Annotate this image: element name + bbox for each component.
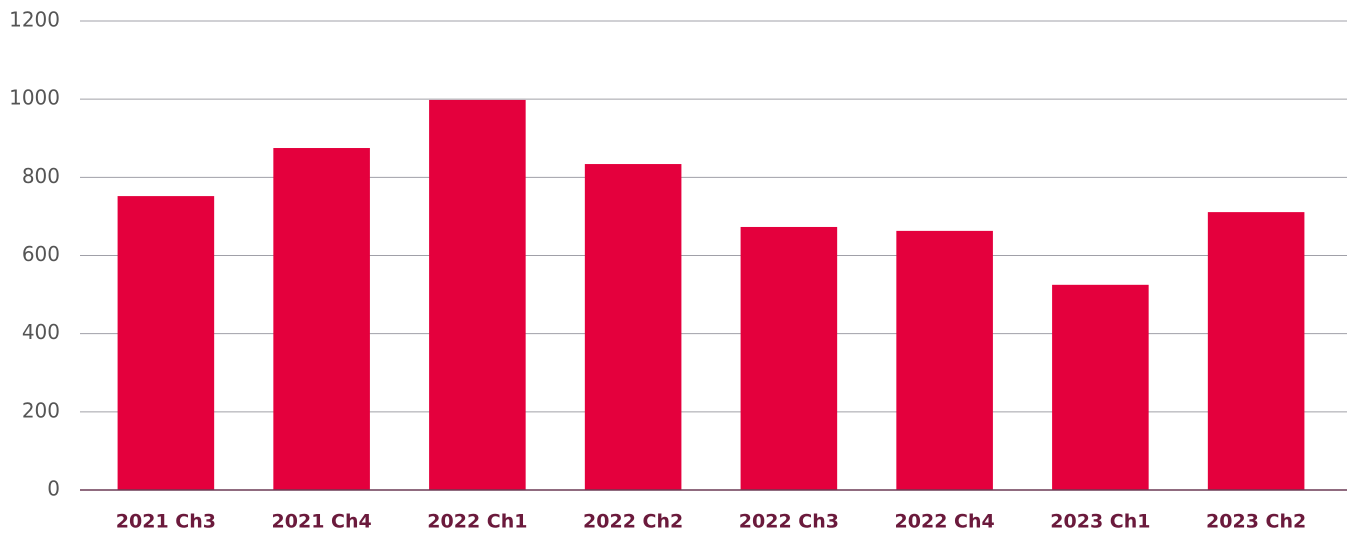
bar xyxy=(896,230,993,490)
y-tick-label: 1200 xyxy=(9,8,60,32)
x-tick-label: 2022 Ch2 xyxy=(583,511,683,533)
y-tick-label: 800 xyxy=(22,164,60,188)
y-tick-label: 600 xyxy=(22,242,60,266)
y-tick-label: 200 xyxy=(22,398,60,422)
y-tick-label: 0 xyxy=(47,477,60,501)
y-tick-label: 1000 xyxy=(9,86,60,110)
bar xyxy=(273,148,370,491)
x-tick-label: 2022 Ch4 xyxy=(895,511,995,533)
x-tick-label: 2023 Ch2 xyxy=(1206,511,1306,533)
y-tick-label: 400 xyxy=(22,320,60,344)
bar xyxy=(1207,212,1305,490)
x-tick-label: 2021 Ch4 xyxy=(272,511,372,533)
bar xyxy=(429,99,526,490)
x-tick-label: 2022 Ch1 xyxy=(427,511,527,533)
x-tick-label: 2021 Ch3 xyxy=(116,511,216,533)
bar xyxy=(584,164,682,491)
x-tick-label: 2023 Ch1 xyxy=(1050,511,1150,533)
x-tick-label: 2022 Ch3 xyxy=(739,511,839,533)
bar xyxy=(117,196,215,491)
bar xyxy=(1052,284,1149,490)
bar xyxy=(740,226,838,490)
